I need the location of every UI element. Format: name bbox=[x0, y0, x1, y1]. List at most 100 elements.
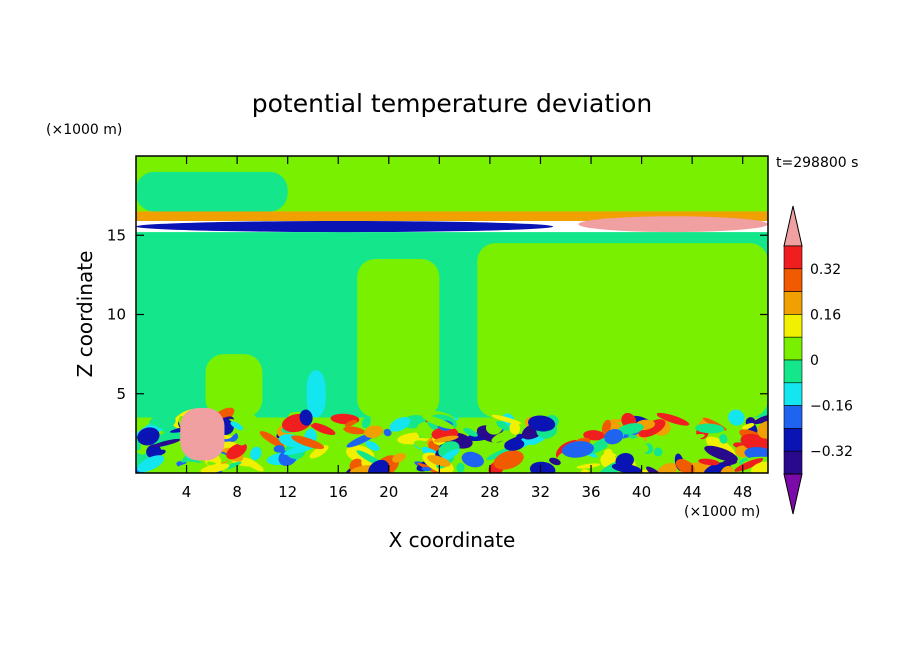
x-tick-label: 4 bbox=[182, 483, 192, 501]
turbulence-cell bbox=[496, 420, 511, 431]
turbulence-cell bbox=[561, 441, 595, 458]
turbulence-cell bbox=[327, 437, 336, 450]
x-tick-label: 40 bbox=[632, 483, 651, 501]
y-tick-label: 5 bbox=[116, 385, 126, 403]
turbulence-cell bbox=[259, 431, 285, 448]
turbulence-cell bbox=[690, 433, 705, 440]
x-tick-label: 20 bbox=[379, 483, 398, 501]
colorbar-swatch bbox=[783, 428, 803, 452]
colorbar-label: −0.16 bbox=[810, 399, 853, 415]
colorbar-swatch bbox=[783, 268, 803, 292]
turbulence-cell bbox=[309, 445, 329, 459]
turbulence-cell bbox=[638, 419, 666, 438]
turbulence-cell bbox=[576, 463, 601, 469]
turbulence-cell bbox=[740, 433, 768, 453]
contour-region-warm-column-3 bbox=[477, 243, 768, 418]
turbulence-cell bbox=[698, 458, 720, 466]
turbulence-cell bbox=[524, 444, 553, 463]
colorbar-swatch bbox=[783, 405, 803, 429]
x-tick-label: 24 bbox=[430, 483, 449, 501]
colorbar-swatch bbox=[783, 382, 803, 406]
contour-region-upper-cool-patch bbox=[136, 171, 288, 212]
turbulence-cell bbox=[344, 419, 357, 427]
turbulence-cell bbox=[441, 448, 460, 461]
turbulence-cell bbox=[200, 463, 230, 473]
turbulence-cell bbox=[734, 458, 764, 472]
contour-region-warm-plume bbox=[180, 408, 225, 461]
turbulence-cell bbox=[703, 462, 731, 473]
colorbar-label: 0.32 bbox=[810, 262, 841, 278]
turbulence-cell bbox=[427, 455, 451, 467]
colorbar: 0.32 0.16 0 −0.16 −0.32 bbox=[783, 205, 853, 515]
y-axis: 5 10 15 bbox=[107, 226, 768, 403]
turbulence-cell bbox=[310, 422, 336, 436]
colorbar-label: 0 bbox=[810, 353, 819, 369]
turbulence-cell bbox=[291, 435, 325, 450]
turbulence-cell bbox=[137, 427, 160, 446]
turbulence-cell bbox=[154, 413, 176, 429]
contour-region-tropopause-warm-band bbox=[136, 211, 768, 221]
turbulence-cell bbox=[136, 466, 146, 473]
turbulence-cell bbox=[389, 417, 411, 432]
turbulence-cell bbox=[299, 409, 313, 426]
contour-region-cool-column bbox=[306, 369, 326, 418]
turbulence-cell bbox=[368, 459, 390, 473]
x-tick-label: 16 bbox=[329, 483, 348, 501]
turbulence-cell bbox=[528, 415, 556, 432]
contour-region-tropopause-cold-core bbox=[136, 220, 554, 233]
turbulence-cell bbox=[421, 466, 432, 472]
turbulence-cell bbox=[656, 463, 678, 473]
turbulence-cell bbox=[529, 461, 556, 473]
turbulence-cell bbox=[728, 409, 745, 426]
turbulence-cell bbox=[223, 461, 242, 470]
turbulence-cell bbox=[137, 455, 165, 473]
colorbar-swatch bbox=[783, 359, 803, 384]
turbulence-cell bbox=[236, 437, 246, 446]
turbulence-cell bbox=[675, 459, 695, 473]
turbulence-cell bbox=[720, 465, 734, 473]
turbulence-cell bbox=[361, 416, 371, 429]
turbulence-cell bbox=[383, 428, 392, 437]
turbulence-cell bbox=[604, 428, 624, 445]
turbulence-cell bbox=[753, 414, 768, 425]
turbulence-cell bbox=[719, 433, 728, 444]
time-label: t=298800 s bbox=[776, 155, 858, 171]
turbulence-cell bbox=[230, 421, 244, 431]
x-tick-label: 8 bbox=[232, 483, 242, 501]
turbulence-cell bbox=[456, 462, 465, 473]
turbulence-cell bbox=[549, 465, 579, 473]
turbulence-cell bbox=[417, 462, 449, 473]
turbulence-cell bbox=[656, 412, 690, 426]
x-tick-label: 12 bbox=[278, 483, 297, 501]
turbulence-cell bbox=[433, 435, 459, 443]
colorbar-swatch bbox=[783, 314, 803, 338]
turbulence-cell bbox=[543, 440, 559, 451]
x-axis-label: X coordinate bbox=[389, 528, 516, 552]
turbulence-cell bbox=[580, 469, 590, 473]
x-tick-label: 48 bbox=[733, 483, 752, 501]
turbulence-cell bbox=[152, 449, 166, 457]
colorbar-swatch bbox=[783, 245, 803, 270]
turbulence-cell bbox=[226, 443, 247, 460]
turbulence-cell bbox=[493, 450, 524, 470]
contour-region-warm-column-1 bbox=[205, 354, 263, 418]
contour-region-warm-column-2 bbox=[357, 259, 440, 418]
x-tick-label: 36 bbox=[581, 483, 600, 501]
turbulence-cell bbox=[461, 451, 484, 468]
turbulence-cell bbox=[491, 430, 514, 443]
colorbar-extend-max bbox=[783, 205, 803, 247]
y-tick-label: 15 bbox=[107, 226, 126, 244]
turbulence-cell bbox=[463, 427, 478, 437]
y-axis-label: Z coordinate bbox=[73, 251, 97, 378]
colorbar-swatch bbox=[783, 291, 803, 315]
turbulence-cell bbox=[273, 445, 285, 453]
turbulence-cell bbox=[504, 439, 525, 451]
x-axis: 4 8 12 16 20 24 28 32 36 40 44 48 bbox=[182, 156, 752, 501]
x-tick-label: 32 bbox=[531, 483, 550, 501]
colorbar-extend-min bbox=[783, 473, 803, 515]
turbulence-cell bbox=[695, 423, 725, 434]
colorbar-label: −0.32 bbox=[810, 444, 853, 460]
turbulence-cell bbox=[568, 456, 584, 466]
turbulence-cell bbox=[757, 420, 768, 439]
